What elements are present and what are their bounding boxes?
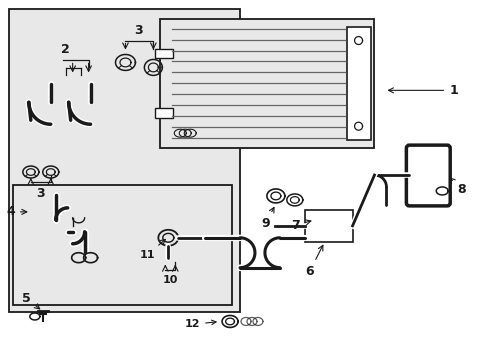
Text: 9: 9 — [261, 207, 273, 230]
Bar — [155, 49, 173, 58]
Text: 4: 4 — [6, 205, 27, 219]
Text: 10: 10 — [163, 275, 178, 285]
Bar — [9, 9, 240, 312]
Text: 2: 2 — [61, 44, 70, 57]
Bar — [346, 27, 370, 140]
Bar — [13, 185, 232, 305]
Text: 6: 6 — [305, 246, 322, 278]
Text: 3: 3 — [37, 187, 45, 200]
Text: 3: 3 — [134, 23, 142, 37]
Text: 5: 5 — [22, 292, 40, 309]
Bar — [155, 108, 173, 118]
Text: 12: 12 — [184, 319, 216, 329]
Text: 8: 8 — [449, 178, 465, 197]
Text: 11: 11 — [140, 239, 165, 260]
Text: 1: 1 — [387, 84, 457, 97]
Bar — [304, 210, 352, 242]
Text: 7: 7 — [290, 219, 310, 232]
Bar — [160, 19, 374, 148]
